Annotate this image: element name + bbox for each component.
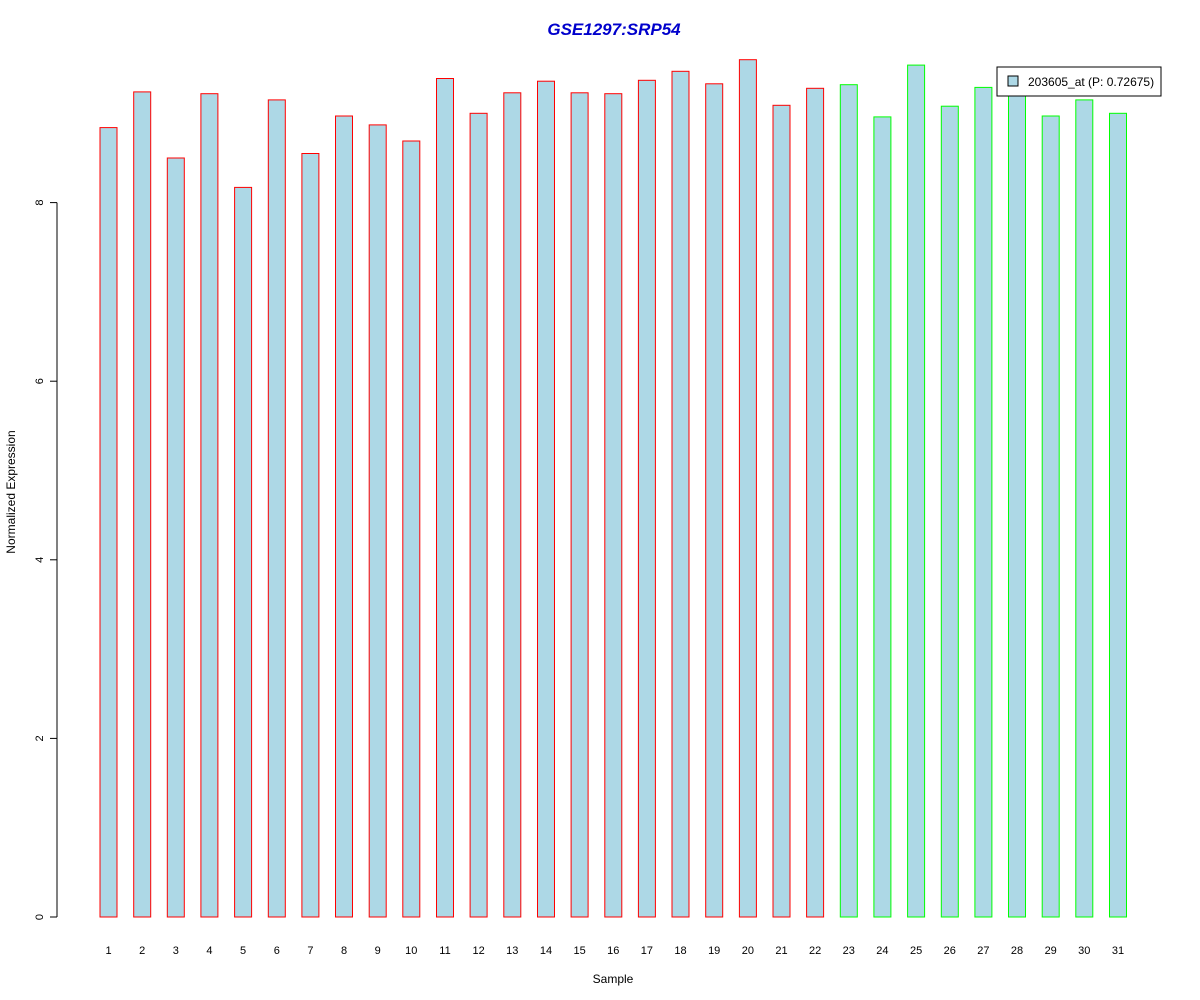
x-tick-label: 2: [139, 945, 145, 957]
x-tick-label: 16: [607, 945, 619, 957]
x-tick-label: 22: [809, 945, 821, 957]
bars: [99, 59, 1127, 918]
x-tick-label: 15: [573, 945, 585, 957]
bar-sample-29: [1041, 115, 1060, 918]
y-tick-label: 0: [34, 914, 46, 920]
chart-title: GSE1297:SRP54: [547, 20, 681, 39]
bar-sample-25: [907, 64, 926, 918]
bar-sample-20: [738, 59, 757, 918]
x-tick-label: 10: [405, 945, 417, 957]
x-tick-labels: 1 2 3 4 5 6 7 8 9 10 11 12 13 14 15 16 17 18 19 20 21 22 23 24 2…: [105, 945, 1124, 957]
x-tick-label: 13: [506, 945, 518, 957]
x-tick-label: 6: [274, 945, 280, 957]
bar-sample-24: [873, 116, 892, 918]
bar-sample-21: [772, 104, 791, 918]
x-tick-label: 3: [173, 945, 179, 957]
x-tick-label: 20: [742, 945, 754, 957]
bar-sample-10: [402, 140, 421, 918]
bar-sample-2: [133, 91, 152, 918]
bar-sample-28: [1008, 93, 1026, 918]
legend-swatch: [1007, 75, 1019, 87]
x-tick-label: 14: [540, 945, 552, 957]
x-tick-label: 4: [206, 945, 212, 957]
x-tick-label: 30: [1078, 945, 1090, 957]
x-tick-label: 25: [910, 945, 922, 957]
x-axis-label: Sample: [593, 972, 634, 986]
bar-sample-11: [436, 78, 454, 918]
bar-sample-18: [671, 70, 690, 918]
bar-sample-19: [705, 83, 724, 918]
x-tick-label: 28: [1011, 945, 1023, 957]
legend: 203605_at (P: 0.72675): [996, 66, 1162, 97]
x-tick-label: 24: [876, 945, 888, 957]
x-tick-label: 23: [843, 945, 855, 957]
x-tick-label: 31: [1112, 945, 1124, 957]
x-tick-label: 17: [641, 945, 653, 957]
bar-sample-5: [234, 186, 253, 918]
x-tick-label: 12: [472, 945, 484, 957]
bar-sample-7: [301, 153, 320, 918]
bar-sample-15: [570, 92, 589, 918]
x-tick-label: 5: [240, 945, 246, 957]
bar-sample-3: [166, 157, 185, 918]
x-tick-label: 8: [341, 945, 347, 957]
bar-sample-8: [335, 115, 353, 918]
y-tick-label: 2: [34, 735, 46, 741]
x-tick-label: 9: [375, 945, 381, 957]
bar-sample-26: [940, 105, 959, 918]
bar-sample-31: [1109, 112, 1127, 918]
y-tick-label: 4: [34, 557, 46, 563]
bar-sample-22: [806, 87, 825, 918]
x-tick-label: 7: [307, 945, 313, 957]
bar-sample-16: [604, 93, 623, 918]
y-axis-label: Normalized Expression: [4, 430, 18, 553]
bar-sample-17: [637, 79, 656, 918]
bar-sample-4: [200, 93, 219, 918]
legend-label: 203605_at (P: 0.72675): [1028, 75, 1154, 89]
y-tick-label: 8: [34, 200, 46, 206]
x-tick-label: 29: [1045, 945, 1057, 957]
x-tick-label: 18: [674, 945, 686, 957]
bar-sample-6: [267, 99, 286, 918]
bar-sample-23: [839, 84, 858, 918]
bar-sample-13: [503, 92, 522, 918]
bar-sample-30: [1075, 99, 1094, 918]
bar-sample-1: [99, 127, 118, 918]
y-axis: 0 2 4 6 8: [34, 200, 58, 920]
x-tick-label: 19: [708, 945, 720, 957]
legend-box: [996, 66, 1162, 97]
x-tick-label: 1: [105, 945, 111, 957]
x-tick-label: 21: [775, 945, 787, 957]
x-tick-label: 11: [439, 945, 450, 957]
bar-sample-27: [974, 86, 993, 918]
bar-sample-14: [537, 80, 555, 918]
bar-sample-9: [368, 124, 387, 918]
bar-sample-12: [469, 112, 488, 918]
x-tick-label: 26: [944, 945, 956, 957]
x-tick-label: 27: [977, 945, 989, 957]
y-tick-label: 6: [34, 378, 46, 384]
